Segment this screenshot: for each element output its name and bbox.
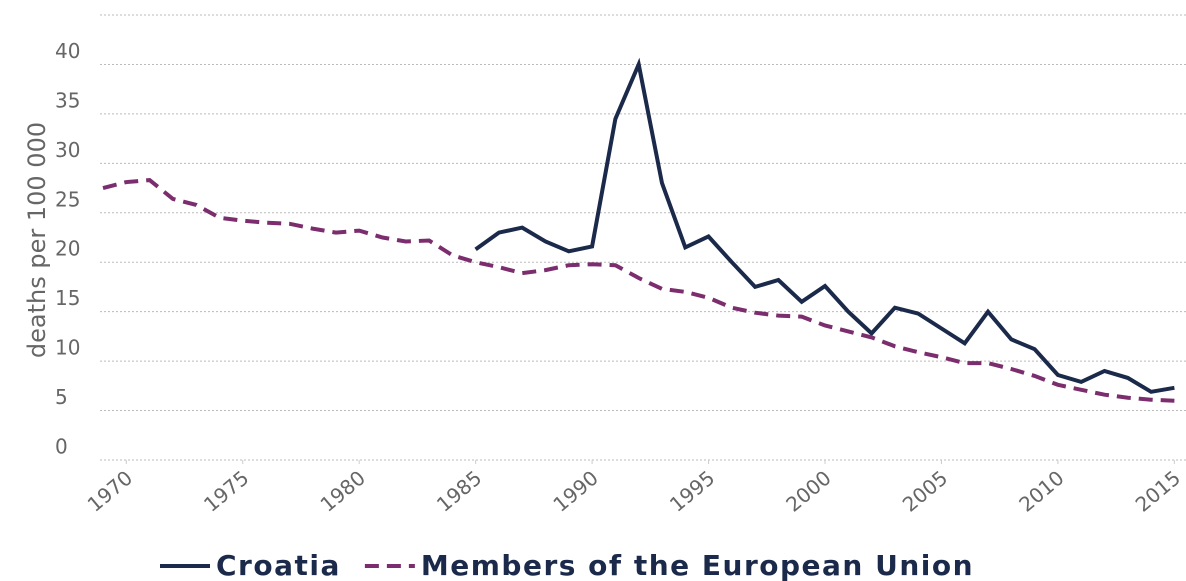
y-tick-label: 25 bbox=[55, 187, 80, 211]
y-tick-label: 20 bbox=[55, 237, 80, 261]
y-tick-label: 0 bbox=[55, 435, 68, 459]
x-tick-label: 1980 bbox=[316, 466, 370, 517]
series-line bbox=[474, 57, 1175, 394]
x-tick-label: 2015 bbox=[1131, 466, 1185, 517]
y-tick-label: 5 bbox=[55, 385, 68, 409]
y-tick-label: 10 bbox=[55, 336, 80, 360]
x-tick-label: 2005 bbox=[898, 466, 952, 517]
x-tick-label: 1985 bbox=[432, 466, 486, 517]
x-tick-label: 1975 bbox=[199, 466, 253, 517]
x-tick-label: 2010 bbox=[1014, 466, 1068, 517]
series-line bbox=[102, 178, 1175, 403]
y-tick-label: 40 bbox=[55, 39, 80, 63]
x-tick-label: 2000 bbox=[781, 466, 835, 517]
y-axis-label: deaths per 100 000 bbox=[23, 122, 51, 358]
y-tick-label: 35 bbox=[55, 88, 80, 112]
legend-label: Croatia bbox=[216, 549, 341, 581]
x-tick-label: 1995 bbox=[665, 466, 719, 517]
y-tick-label: 15 bbox=[55, 286, 80, 310]
x-tick-label: 1990 bbox=[548, 466, 602, 517]
legend-label: Members of the European Union bbox=[421, 549, 974, 581]
legend: Croatia Members of the European Union bbox=[160, 549, 974, 581]
x-tick-label: 1970 bbox=[83, 466, 137, 517]
y-tick-label: 30 bbox=[55, 138, 80, 162]
